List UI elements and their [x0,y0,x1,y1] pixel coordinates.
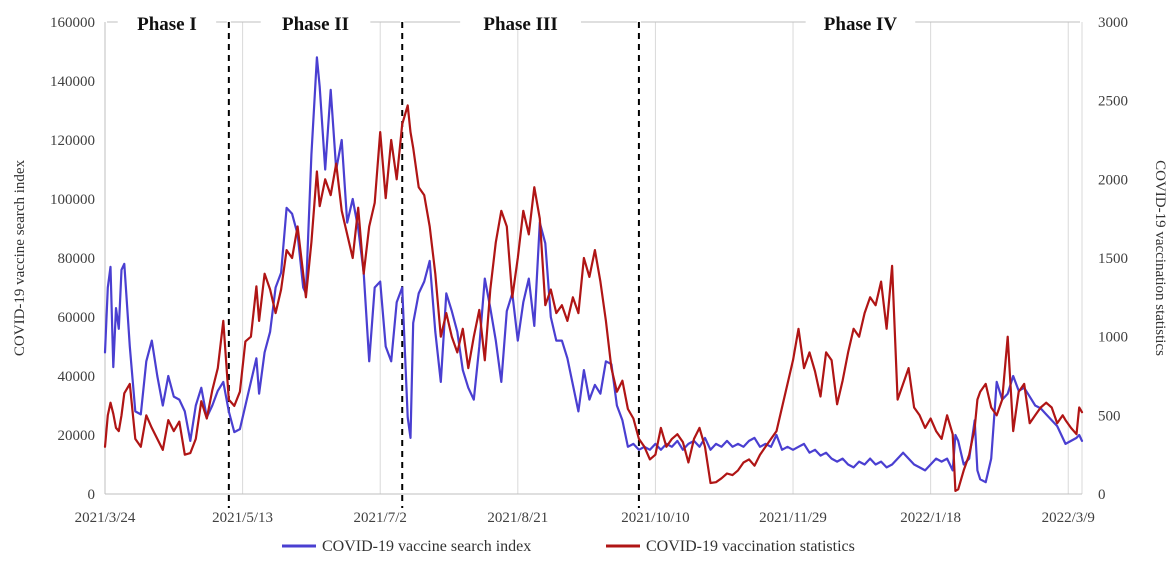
x-tick-label: 2021/10/10 [621,510,689,526]
left-y-tick-label: 60000 [58,310,96,326]
right-y-tick-label: 1000 [1098,330,1128,346]
axis-labels: 2021/3/24 2021/5/13 2021/7/2 2021/8/21 2021/… [12,15,1168,526]
right-y-tick-label: 1500 [1098,251,1128,267]
data-series [103,56,1084,492]
left-y-tick-label: 120000 [50,133,95,149]
legend-search-index-label: COVID-19 vaccine search index [322,538,531,555]
right-y-tick-label: 3000 [1098,15,1128,31]
phase-label: Phase I [137,14,197,35]
x-tick-label: 2022/1/18 [900,510,961,526]
phase-label: Phase IV [824,14,898,35]
left-axis-title: COVID-19 vaccine search index [12,159,28,356]
legend: COVID-19 vaccine search index COVID-19 va… [282,538,855,555]
left-y-tick-label: 0 [88,487,96,503]
x-tick-label: 2021/3/24 [75,510,136,526]
left-y-tick-label: 80000 [58,251,96,267]
x-tick-label: 2022/3/9 [1042,510,1095,526]
right-y-tick-label: 0 [1098,487,1106,503]
x-tick-label: 2021/7/2 [354,510,407,526]
right-axis-title: COVID-19 vaccination statistics [1152,160,1168,356]
phase-annotations: Phase I Phase II Phase III Phase IV [107,14,1080,508]
phase-label: Phase III [483,14,557,35]
phase-label: Phase II [282,14,349,35]
legend-vaccination-statistics-label: COVID-19 vaccination statistics [646,538,855,555]
vaccination-statistics-line [103,104,1084,492]
search-index-line [103,56,1084,484]
left-y-tick-label: 100000 [50,192,95,208]
right-y-tick-label: 500 [1098,408,1121,424]
right-y-tick-label: 2500 [1098,94,1128,110]
left-y-tick-label: 20000 [58,428,96,444]
left-y-tick-label: 140000 [50,74,95,90]
left-y-tick-label: 40000 [58,369,96,385]
x-tick-label: 2021/11/29 [759,510,827,526]
x-tick-label: 2021/5/13 [212,510,273,526]
right-y-tick-label: 2000 [1098,172,1128,188]
axes [104,22,1082,495]
x-tick-label: 2021/8/21 [487,510,548,526]
left-y-tick-label: 160000 [50,15,95,31]
vertical-gridlines [242,22,1083,494]
